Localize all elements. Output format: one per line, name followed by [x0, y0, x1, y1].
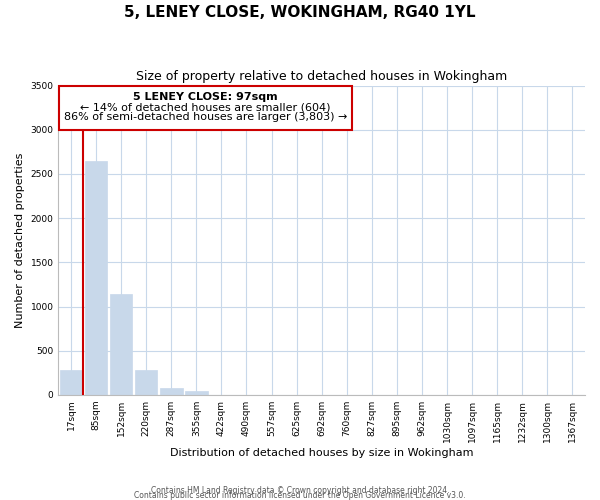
Text: ← 14% of detached houses are smaller (604): ← 14% of detached houses are smaller (60… — [80, 102, 331, 113]
Text: Contains public sector information licensed under the Open Government Licence v3: Contains public sector information licen… — [134, 490, 466, 500]
Bar — [160, 388, 182, 395]
Text: 86% of semi-detached houses are larger (3,803) →: 86% of semi-detached houses are larger (… — [64, 112, 347, 122]
Bar — [59, 370, 82, 395]
FancyBboxPatch shape — [59, 86, 352, 130]
Bar — [135, 370, 157, 395]
X-axis label: Distribution of detached houses by size in Wokingham: Distribution of detached houses by size … — [170, 448, 473, 458]
Bar — [85, 160, 107, 395]
Text: Contains HM Land Registry data © Crown copyright and database right 2024.: Contains HM Land Registry data © Crown c… — [151, 486, 449, 495]
Title: Size of property relative to detached houses in Wokingham: Size of property relative to detached ho… — [136, 70, 508, 83]
Bar — [110, 294, 133, 395]
Text: 5, LENEY CLOSE, WOKINGHAM, RG40 1YL: 5, LENEY CLOSE, WOKINGHAM, RG40 1YL — [124, 5, 476, 20]
Y-axis label: Number of detached properties: Number of detached properties — [15, 152, 25, 328]
Text: 5 LENEY CLOSE: 97sqm: 5 LENEY CLOSE: 97sqm — [133, 92, 278, 102]
Bar — [185, 392, 208, 395]
